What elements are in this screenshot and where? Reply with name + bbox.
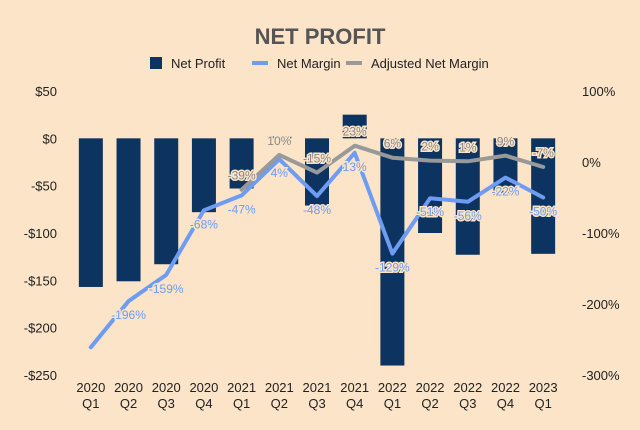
data-label-net-margin: 4%	[271, 166, 289, 180]
x-tick-year: 2022	[453, 380, 482, 395]
x-tick-quarter: Q3	[158, 396, 175, 411]
x-tick-quarter: Q1	[82, 396, 99, 411]
x-tick-quarter: Q4	[195, 396, 212, 411]
x-axis: 2020Q12020Q22020Q32020Q42021Q12021Q22021…	[76, 380, 557, 411]
left-tick-label: $50	[35, 84, 57, 99]
line-adjusted-net-margin	[239, 143, 546, 192]
data-label-adjusted-net-margin: 9%	[497, 135, 515, 149]
data-label-adjusted-net-margin: 1%	[459, 140, 477, 154]
data-label-adjusted-net-margin: -7%	[532, 146, 554, 160]
data-label-net-margin: -48%	[303, 203, 331, 217]
bars	[78, 114, 556, 366]
x-tick-year: 2021	[340, 380, 369, 395]
left-tick-label: -$250	[24, 368, 57, 383]
x-tick-year: 2020	[76, 380, 105, 395]
bar-net-profit	[418, 138, 443, 233]
bar-net-profit	[493, 138, 518, 196]
legend-label-net-profit: Net Profit	[171, 56, 226, 71]
legend: Net Profit Net Margin Adjusted Net Margin	[150, 56, 489, 71]
bar-net-profit	[342, 114, 367, 139]
right-tick-label: -200%	[582, 297, 620, 312]
x-tick-year: 2020	[189, 380, 218, 395]
left-tick-label: -$200	[24, 321, 57, 336]
x-tick-quarter: Q1	[384, 396, 401, 411]
right-tick-label: 0%	[582, 155, 601, 170]
data-label-net-margin: -47%	[228, 202, 256, 216]
data-label-adjusted-net-margin: -15%	[303, 152, 331, 166]
right-tick-label: 100%	[582, 84, 616, 99]
x-tick-year: 2020	[114, 380, 143, 395]
x-tick-quarter: Q3	[308, 396, 325, 411]
data-label-adjusted-net-margin: 6%	[384, 137, 402, 151]
left-tick-label: -$100	[24, 226, 57, 241]
legend-label-net-margin: Net Margin	[277, 56, 341, 71]
legend-swatch-net-profit	[150, 57, 162, 69]
x-tick-year: 2021	[227, 380, 256, 395]
bar-net-profit	[154, 138, 179, 265]
x-tick-quarter: Q2	[421, 396, 438, 411]
data-label-net-margin: -196%	[111, 308, 146, 322]
x-tick-year: 2020	[152, 380, 181, 395]
bar-net-profit	[191, 138, 216, 213]
bar-net-profit	[267, 136, 292, 139]
bar-net-profit	[116, 138, 141, 282]
x-tick-year: 2022	[416, 380, 445, 395]
bar-net-profit	[78, 138, 103, 287]
x-tick-year: 2021	[303, 380, 332, 395]
data-label-net-margin: -129%	[375, 261, 410, 275]
x-tick-quarter: Q3	[459, 396, 476, 411]
data-label-adjusted-net-margin: 23%	[343, 125, 367, 139]
x-tick-quarter: Q1	[534, 396, 551, 411]
x-tick-year: 2021	[265, 380, 294, 395]
data-label-net-margin: -159%	[149, 282, 184, 296]
left-axis: $50 $0 -$50 -$100 -$150 -$200 -$250	[24, 84, 57, 383]
right-axis: 100% 0% -100% -200% -300%	[582, 84, 620, 383]
x-tick-quarter: Q2	[120, 396, 137, 411]
x-tick-year: 2023	[529, 380, 558, 395]
left-tick-label: $0	[43, 131, 57, 146]
data-label-net-margin: -56%	[454, 209, 482, 223]
data-label-net-margin: 13%	[343, 160, 367, 174]
data-label-adjusted-net-margin: -39%	[228, 169, 256, 183]
data-labels: -196%-159% -68% -47% 4% -48% 13% -129% -51% -56%…	[110, 123, 559, 323]
right-tick-label: -100%	[582, 226, 620, 241]
data-label-net-margin: -22%	[491, 185, 519, 199]
legend-label-adjusted-net-margin: Adjusted Net Margin	[371, 56, 489, 71]
left-tick-label: -$50	[31, 179, 57, 194]
x-tick-quarter: Q2	[271, 396, 288, 411]
left-tick-label: -$150	[24, 273, 57, 288]
right-tick-label: -300%	[582, 368, 620, 383]
data-label-net-margin: -51%	[416, 205, 444, 219]
data-label-net-margin: -68%	[190, 217, 218, 231]
data-label-adjusted-net-margin: 10%	[267, 134, 291, 148]
lines	[88, 143, 546, 350]
line-net-margin	[88, 150, 546, 350]
data-label-net-margin: -50%	[529, 205, 557, 219]
chart-title: NET PROFIT	[255, 24, 386, 49]
x-tick-quarter: Q1	[233, 396, 250, 411]
x-tick-quarter: Q4	[497, 396, 514, 411]
data-label-adjusted-net-margin: 2%	[421, 140, 439, 154]
x-tick-year: 2022	[378, 380, 407, 395]
x-tick-quarter: Q4	[346, 396, 363, 411]
x-tick-year: 2022	[491, 380, 520, 395]
